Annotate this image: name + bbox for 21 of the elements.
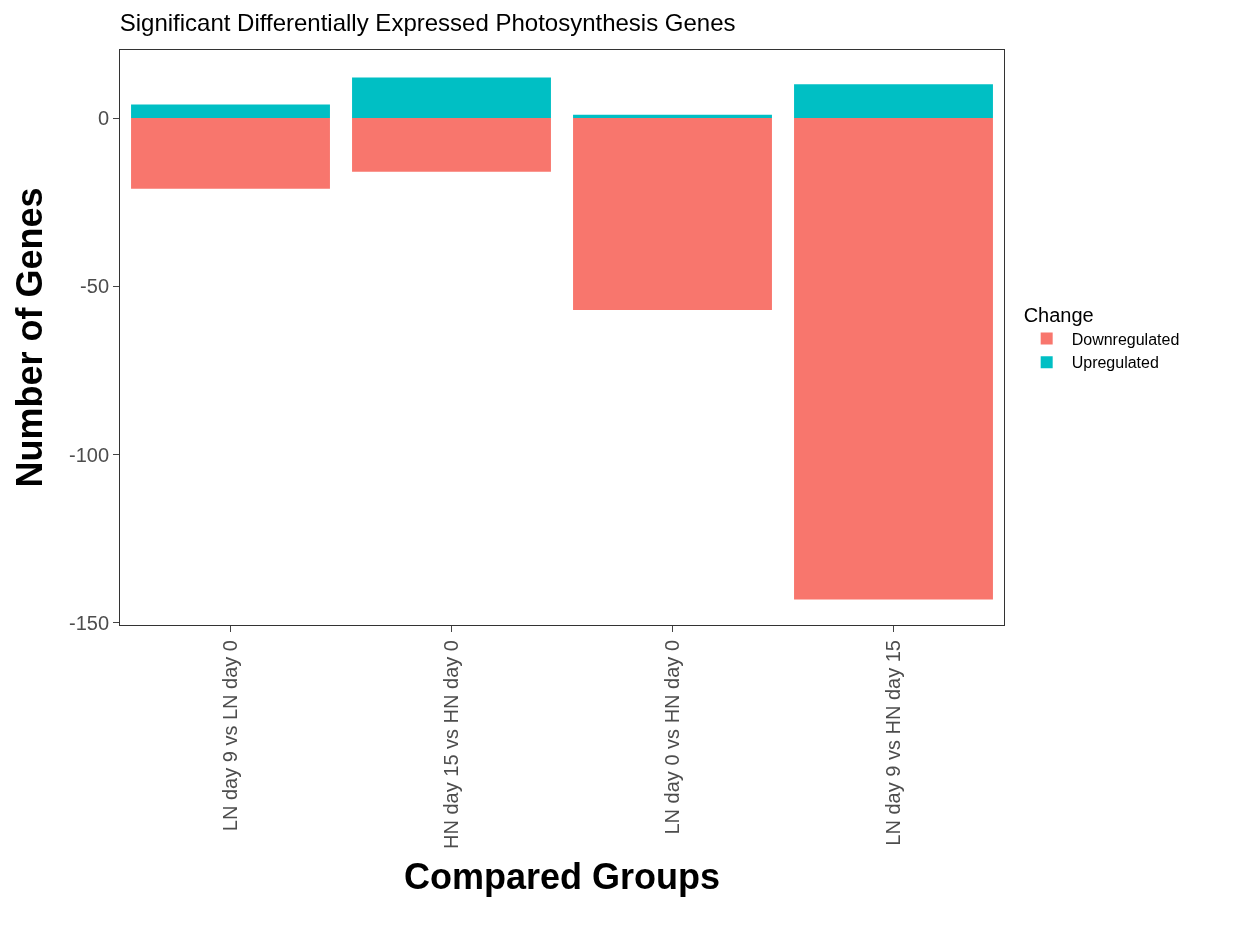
- y-tick-label: 0: [97, 107, 109, 129]
- bar: [794, 118, 993, 600]
- x-axis-title: Compared Groups: [403, 855, 721, 897]
- legend-label: Downregulated: [1071, 330, 1180, 348]
- y-tick-label: -100: [68, 443, 109, 466]
- chart-title: Significant Differentially Expressed Photosynthesis Genes: [119, 8, 736, 36]
- legend-title: Change: [1023, 303, 1094, 326]
- x-tick-label: LN day 9 vs LN day 0: [219, 640, 241, 832]
- y-axis-title: Number of Genes: [8, 187, 50, 488]
- x-tick-label: HN day 15 vs HN day 0: [440, 640, 462, 849]
- bar: [352, 77, 551, 118]
- x-tick-label: LN day 0 vs HN day 0: [661, 640, 683, 835]
- bar: [131, 118, 330, 189]
- bar: [573, 118, 772, 310]
- x-tick-label: LN day 9 vs HN day 15: [882, 640, 904, 846]
- bar: [131, 104, 330, 118]
- legend-label: Upregulated: [1071, 354, 1159, 372]
- bar: [794, 84, 993, 118]
- y-tick-label: -50: [80, 275, 109, 298]
- y-tick-label: -150: [68, 611, 109, 634]
- bar: [352, 118, 551, 172]
